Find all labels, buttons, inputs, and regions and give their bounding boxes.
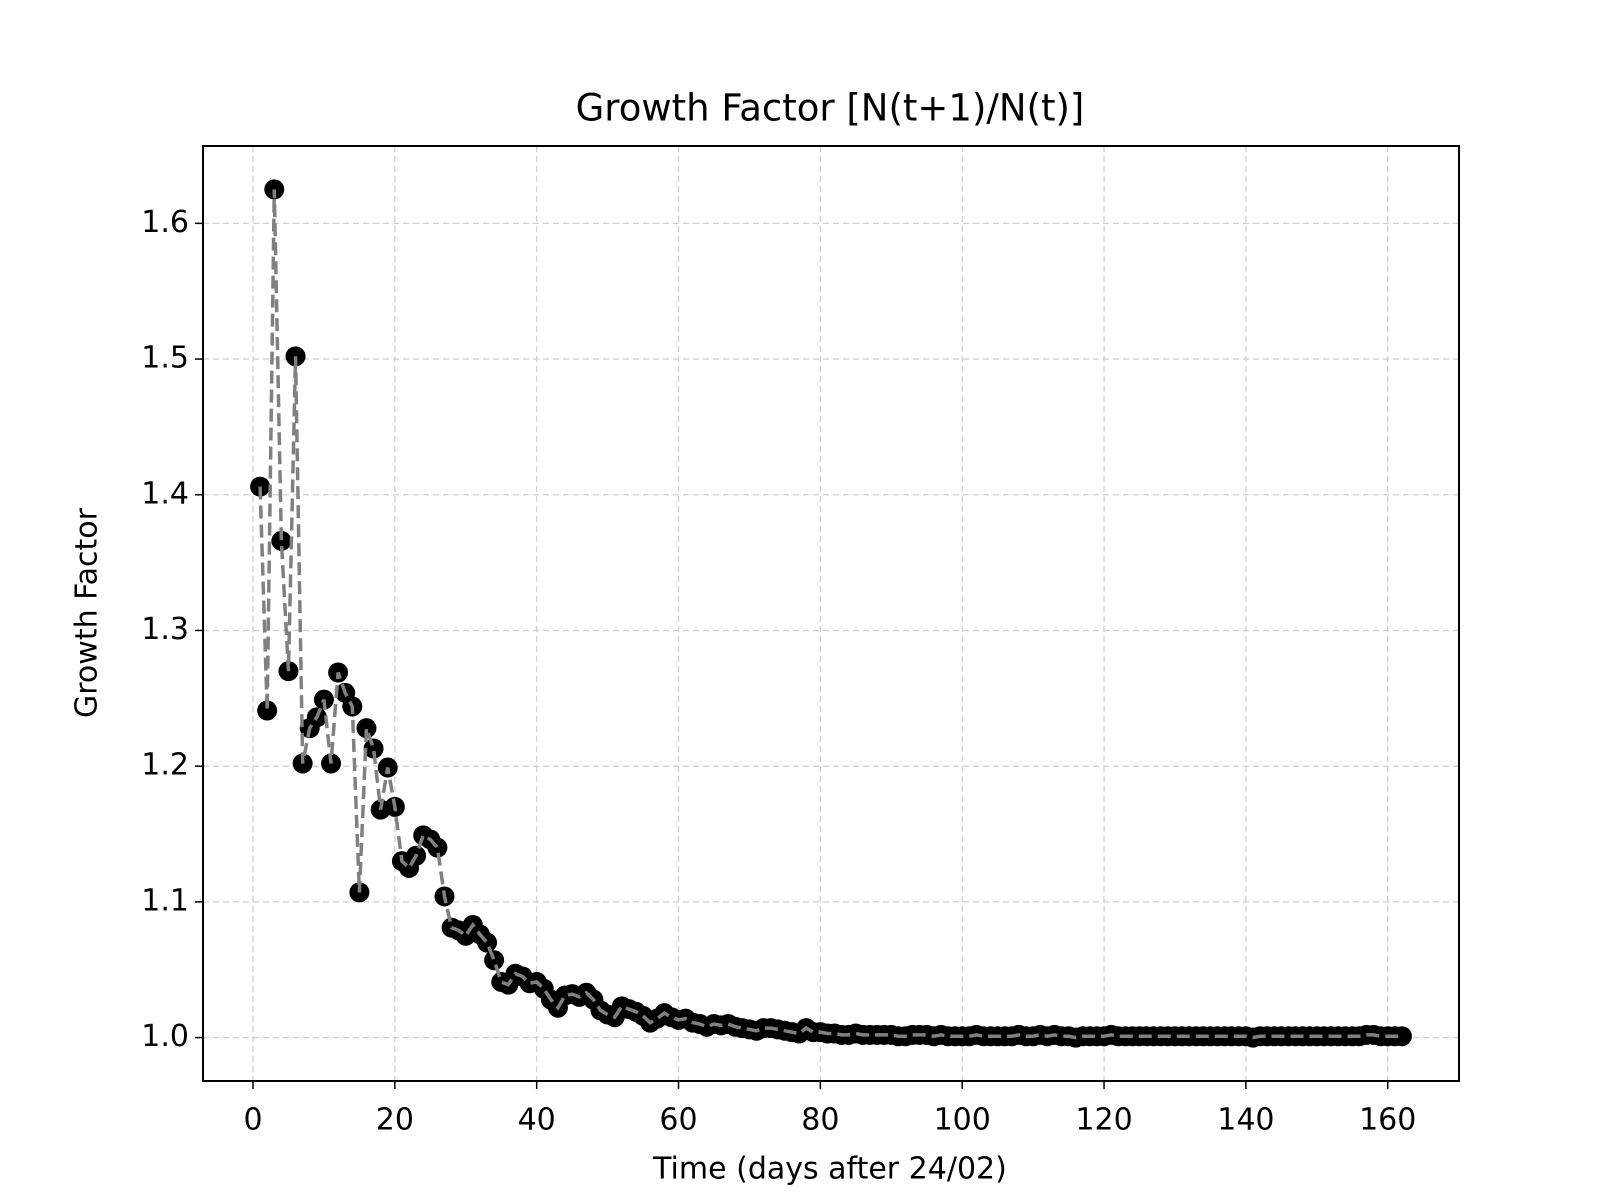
x-tick-label: 0 <box>243 1103 262 1138</box>
y-axis-label: Growth Factor <box>70 507 105 718</box>
data-point <box>271 530 292 551</box>
x-tick-label: 60 <box>659 1103 697 1138</box>
plot-frame <box>202 145 1460 1082</box>
data-point <box>257 700 278 721</box>
y-tick-label: 1.4 <box>141 476 189 511</box>
x-tick-label: 20 <box>376 1103 414 1138</box>
data-point <box>484 950 505 971</box>
x-tick-label: 100 <box>934 1103 991 1138</box>
x-tick-label: 160 <box>1359 1103 1416 1138</box>
x-tick-label: 120 <box>1075 1103 1132 1138</box>
x-tick-label: 80 <box>801 1103 839 1138</box>
data-point <box>1391 1026 1412 1047</box>
chart-title: Growth Factor [N(t+1)/N(t)] <box>576 87 1085 130</box>
y-tick-label: 1.2 <box>141 748 189 783</box>
y-tick-label: 1.5 <box>141 341 189 376</box>
y-tick-label: 1.6 <box>141 205 189 240</box>
y-tick-label: 1.0 <box>141 1019 189 1054</box>
x-axis-label: Time (days after 24/02) <box>652 1152 1007 1187</box>
x-tick-label: 140 <box>1217 1103 1274 1138</box>
data-point <box>363 738 384 759</box>
y-tick-label: 1.1 <box>141 883 189 918</box>
data-point <box>356 718 377 739</box>
series-line <box>258 189 1402 1040</box>
x-tick-label: 40 <box>518 1103 556 1138</box>
y-tick-label: 1.3 <box>141 612 189 647</box>
